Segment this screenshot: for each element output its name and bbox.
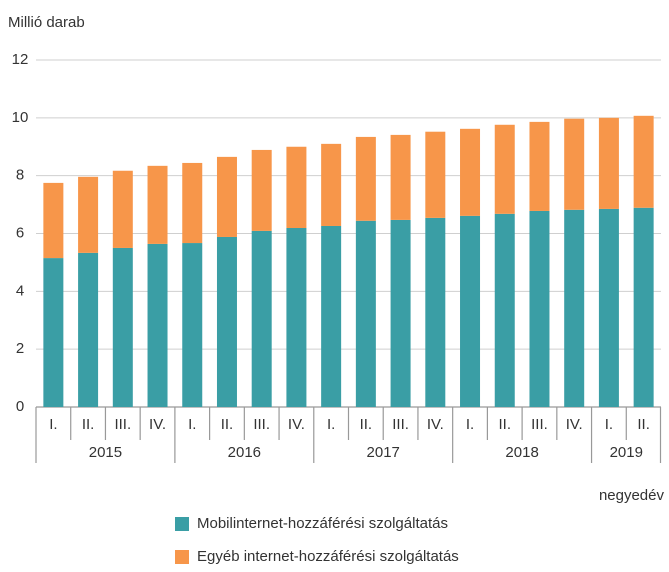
x-tick-label: III. xyxy=(114,416,131,433)
year-label: 2017 xyxy=(367,444,400,461)
x-tick-label: III. xyxy=(531,416,548,433)
bar-segment xyxy=(43,258,64,407)
bar-segment xyxy=(390,134,411,220)
bar-segment xyxy=(251,230,272,407)
x-tick-label: IV. xyxy=(288,416,305,433)
bar-segment xyxy=(216,156,237,237)
year-label: 2019 xyxy=(610,444,643,461)
x-tick-label: II. xyxy=(498,416,511,433)
x-tick-label: I. xyxy=(466,416,474,433)
bar-segment xyxy=(216,236,237,407)
y-axis-label: Millió darab xyxy=(8,14,85,31)
x-tick-label: IV. xyxy=(149,416,166,433)
y-tick-label: 10 xyxy=(12,109,29,126)
year-label: 2016 xyxy=(228,444,261,461)
bar-segment xyxy=(633,115,654,208)
bar-segment xyxy=(598,117,619,209)
y-tick-label: 6 xyxy=(16,224,24,241)
x-axis-label: negyedév xyxy=(599,487,665,504)
bar-segment xyxy=(78,176,99,253)
y-tick-label: 12 xyxy=(12,51,29,68)
bar-segment xyxy=(112,247,133,407)
bar-segment xyxy=(286,146,307,229)
bar-segment xyxy=(425,131,446,218)
legend-swatch xyxy=(175,517,189,531)
bar-segment xyxy=(598,208,619,407)
bar-segment xyxy=(321,143,342,226)
bar-segment xyxy=(390,219,411,407)
bar-segment xyxy=(633,207,654,407)
bar-segment xyxy=(425,217,446,407)
legend-label: Mobilinternet-hozzáférési szolgáltatás xyxy=(197,515,448,532)
bar-segment xyxy=(321,225,342,407)
bar-segment xyxy=(564,118,585,210)
bar-segment xyxy=(147,165,168,244)
bar-segment xyxy=(147,243,168,407)
x-tick-label: I. xyxy=(188,416,196,433)
bar-segment xyxy=(494,213,515,407)
legend-label: Egyéb internet-hozzáférési szolgáltatás xyxy=(197,548,459,565)
y-tick-label: 0 xyxy=(16,398,24,415)
bar-segment xyxy=(460,215,481,407)
bar-segment xyxy=(286,228,307,407)
x-tick-label: I. xyxy=(49,416,57,433)
x-tick-label: IV. xyxy=(566,416,583,433)
bar-segment xyxy=(43,182,64,259)
bar-segment xyxy=(494,124,515,214)
bar-segment xyxy=(460,128,481,216)
x-tick-label: II. xyxy=(82,416,95,433)
x-tick-label: III. xyxy=(253,416,270,433)
year-label: 2018 xyxy=(505,444,538,461)
bar-segment xyxy=(529,121,550,211)
legend-swatch xyxy=(175,550,189,564)
bar-segment xyxy=(564,209,585,407)
y-tick-label: 2 xyxy=(16,340,24,357)
bar-segment xyxy=(355,220,376,407)
bar-segment xyxy=(529,210,550,407)
x-tick-label: III. xyxy=(392,416,409,433)
bar-segment xyxy=(251,149,272,231)
y-tick-label: 4 xyxy=(16,282,24,299)
x-tick-label: II. xyxy=(221,416,234,433)
x-tick-label: II. xyxy=(360,416,373,433)
year-label: 2015 xyxy=(89,444,122,461)
bar-segment xyxy=(182,162,203,244)
x-tick-label: I. xyxy=(605,416,613,433)
x-tick-label: II. xyxy=(637,416,650,433)
bar-segment xyxy=(355,136,376,221)
x-tick-label: IV. xyxy=(427,416,444,433)
x-tick-label: I. xyxy=(327,416,335,433)
bar-segment xyxy=(182,243,203,407)
bar-segment xyxy=(112,170,133,248)
y-tick-label: 8 xyxy=(16,167,24,184)
bar-segment xyxy=(78,252,99,407)
